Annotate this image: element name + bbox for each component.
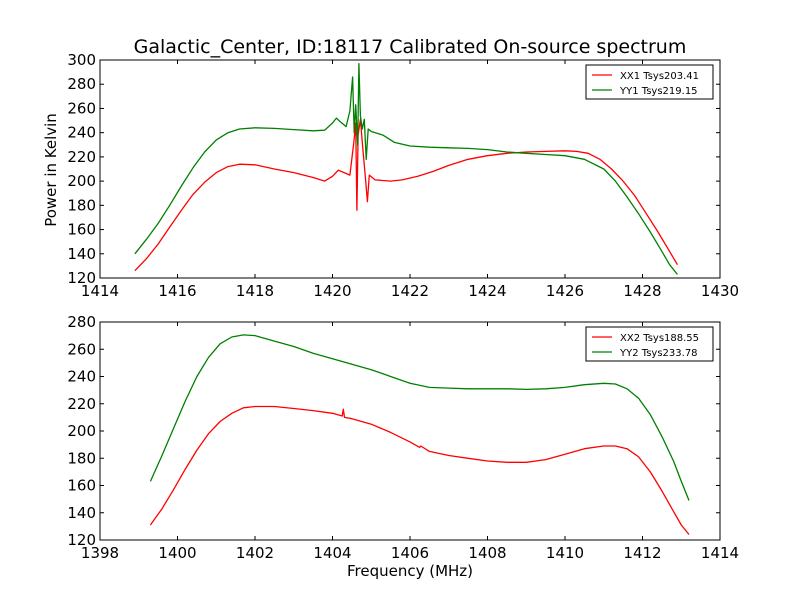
- x-tick-label: 1412: [623, 544, 661, 562]
- figure-title: Galactic_Center, ID:18117 Calibrated On-…: [134, 36, 687, 58]
- y-tick-label: 200: [67, 422, 96, 440]
- legend-label: XX2 Tsys188.55: [620, 333, 699, 344]
- y-tick-label: 260: [67, 340, 96, 358]
- y-tick-label: 180: [67, 196, 96, 214]
- legend: XX1 Tsys203.41 YY1 Tsys219.15: [585, 64, 714, 100]
- y-tick-label: 120: [67, 531, 96, 549]
- x-tick-label: 1398: [81, 544, 119, 562]
- legend-label: YY1 Tsys219.15: [619, 86, 698, 97]
- y-tick-label: 160: [67, 221, 96, 239]
- y-tick-label: 180: [67, 449, 96, 467]
- x-tick-label: 1428: [623, 282, 661, 300]
- y-tick-label: 300: [67, 51, 96, 69]
- y-tick-label: 220: [67, 148, 96, 166]
- x-axis-label: Frequency (MHz): [347, 562, 473, 580]
- plot-panels: 1414 1416 1418 1420 1422 1424 1426 1428 14301201…: [67, 51, 739, 562]
- x-tick-label: 1420: [313, 282, 351, 300]
- y-tick-label: 140: [67, 504, 96, 522]
- x-tick-label: 1414: [81, 282, 119, 300]
- x-tick-label: 1408: [468, 544, 506, 562]
- y-tick-label: 120: [67, 269, 96, 287]
- y-tick-label: 220: [67, 395, 96, 413]
- panel-2: 1398 1400 1402 1404 1406 1408 1410 1412 1414 120 1…: [67, 313, 739, 562]
- y-tick-label: 240: [67, 124, 96, 142]
- x-tick-label: 1426: [546, 282, 584, 300]
- legend-box: [585, 64, 714, 100]
- series-line-yy-panel-2: [149, 334, 690, 501]
- series-line-xx-panel-1: [134, 118, 678, 272]
- x-tick-label: 1416: [158, 282, 196, 300]
- legend-label: YY2 Tsys233.78: [619, 348, 698, 359]
- legend-box: [585, 326, 714, 362]
- x-tick-label: 1400: [158, 544, 196, 562]
- x-tick-label: 1418: [236, 282, 274, 300]
- y-tick-label: 280: [67, 75, 96, 93]
- y-tick-label: 240: [67, 368, 96, 386]
- y-tick-label: 260: [67, 99, 96, 117]
- x-tick-label: 1424: [468, 282, 506, 300]
- y-axis-label: Power in Kelvin: [42, 113, 60, 227]
- y-tick-label: 160: [67, 477, 96, 495]
- series-line-yy-panel-1: [134, 62, 678, 275]
- legend-label: XX1 Tsys203.41: [620, 71, 699, 82]
- legend: XX2 Tsys188.55 YY2 Tsys233.78: [585, 326, 714, 362]
- panel-1: 1414 1416 1418 1420 1422 1424 1426 1428 1430 120 1…: [67, 51, 739, 300]
- x-tick-label: 1404: [313, 544, 351, 562]
- x-tick-label: 1414: [701, 544, 739, 562]
- x-tick-label: 1402: [236, 544, 274, 562]
- y-tick-label: 200: [67, 172, 96, 190]
- y-tick-label: 140: [67, 245, 96, 263]
- series-line-xx-panel-2: [149, 405, 690, 535]
- x-tick-label: 1422: [391, 282, 429, 300]
- x-tick-label: 1410: [546, 544, 584, 562]
- x-tick-label: 1430: [701, 282, 739, 300]
- y-tick-label: 280: [67, 313, 96, 331]
- x-tick-label: 1406: [391, 544, 429, 562]
